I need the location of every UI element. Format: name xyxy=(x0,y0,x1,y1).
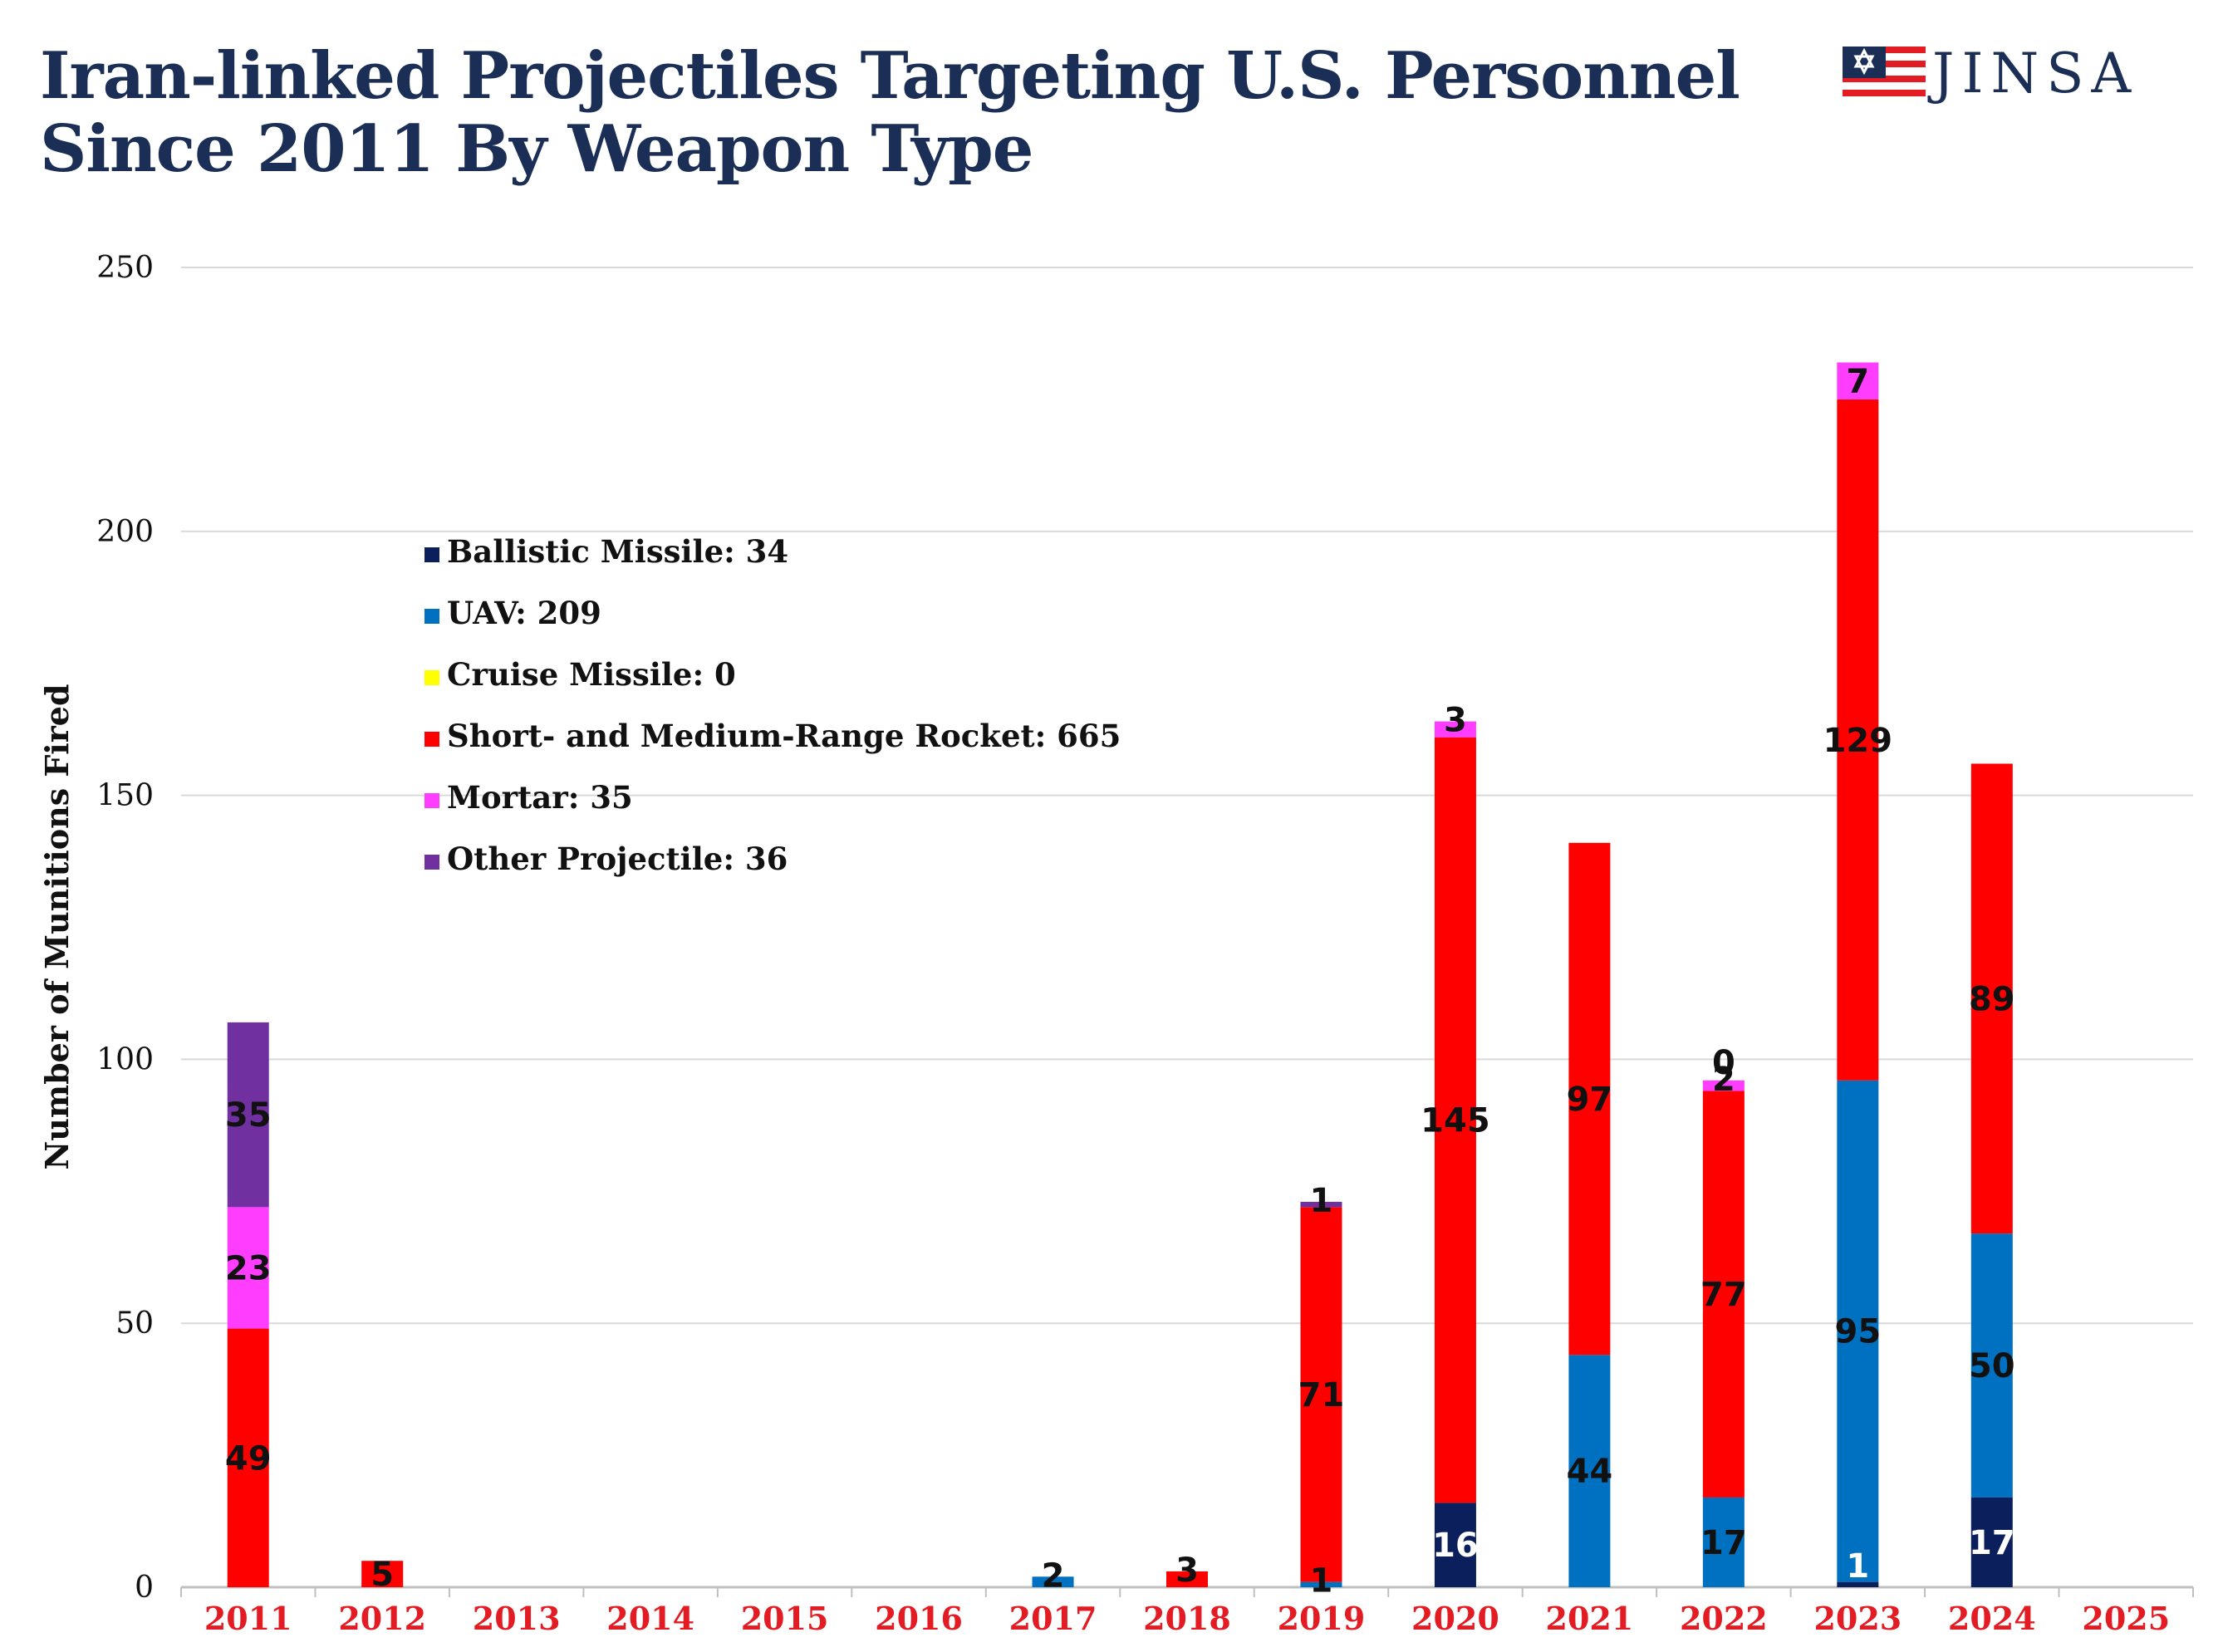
bar-2012-short-and-medium-range-rocket xyxy=(361,1561,404,1587)
data-label-2023-short-and-medium-range-rocket: 129 xyxy=(1823,722,1893,760)
x-tick-label-2018: 2018 xyxy=(1143,1600,1231,1637)
y-axis-title: Number of Munitions Fired xyxy=(38,684,76,1169)
data-label-2020-ballistic-missile: 16 xyxy=(1432,1527,1479,1565)
bar-2017-uav xyxy=(1032,1576,1074,1587)
x-tick-label-2022: 2022 xyxy=(1680,1600,1768,1637)
x-axis-ticks: 2011 2012 2013 2014 2015 2016 2017 2018 2019 2020… xyxy=(180,1587,2194,1637)
legend-swatch-short-and-medium-range-rocket xyxy=(424,732,439,747)
data-label-2022-uav: 17 xyxy=(1700,1524,1747,1562)
bar-2018-short-and-medium-range-rocket xyxy=(1166,1571,1208,1587)
bar-2011-short-and-medium-range-rocket xyxy=(227,1328,269,1587)
data-label-2024-short-and-medium-range-rocket: 89 xyxy=(1969,980,2015,1018)
chart-title: Iran-linked Projectiles Targeting U.S. P… xyxy=(40,40,1784,186)
data-label-2012-short-and-medium-range-rocket: 5 xyxy=(370,1556,394,1594)
data-label-2017-uav: 2 xyxy=(1042,1556,1065,1595)
data-label-2018-short-and-medium-range-rocket: 3 xyxy=(1175,1552,1199,1590)
y-tick-label-150: 150 xyxy=(96,779,154,813)
x-tick-label-2011: 2011 xyxy=(204,1600,292,1637)
data-label-2019-short-and-medium-range-rocket: 71 xyxy=(1298,1376,1345,1414)
data-label-2023-special: 1 xyxy=(1846,1547,1869,1586)
data-label-2020-mortar: 3 xyxy=(1444,702,1467,740)
bar-2011-other-projectile xyxy=(227,1022,269,1208)
bar-2023-ballistic-missile xyxy=(1837,1581,1879,1587)
bar-2020-ballistic-missile xyxy=(1434,1502,1476,1587)
data-label-2022-mortar: 2 xyxy=(1712,1061,1735,1099)
data-label-2021-short-and-medium-range-rocket: 97 xyxy=(1567,1081,1613,1119)
data-label-2011-other-projectile: 35 xyxy=(225,1096,272,1135)
y-tick-label-50: 50 xyxy=(115,1306,154,1341)
x-tick-label-2013: 2013 xyxy=(473,1600,561,1637)
x-tick-label-2020: 2020 xyxy=(1411,1600,1499,1637)
y-axis-ticks: 0 50 100 150 200 250 xyxy=(96,251,154,1605)
legend-label-short-and-medium-range-rocket: Short- and Medium-Range Rocket: 665 xyxy=(447,718,1121,754)
bar-2021-uav xyxy=(1568,1355,1611,1587)
data-label-2023-mortar: 7 xyxy=(1846,363,1869,401)
data-label-2022-other-projectile: 0 xyxy=(1712,1044,1735,1082)
legend-swatch-ballistic-missile xyxy=(424,547,439,562)
data-label-2021-uav: 44 xyxy=(1567,1453,1613,1491)
data-label-2023-uav: 95 xyxy=(1834,1313,1881,1351)
bar-2024-uav xyxy=(1970,1233,2013,1498)
legend-label-uav: UAV: 209 xyxy=(447,595,601,631)
bar-2024-ballistic-missile xyxy=(1970,1497,2013,1587)
bar-2021-short-and-medium-range-rocket xyxy=(1568,842,1611,1355)
x-tick-label-2019: 2019 xyxy=(1278,1600,1366,1637)
data-label-2024-ballistic-missile: 17 xyxy=(1969,1524,2015,1562)
data-label-2020-short-and-medium-range-rocket: 145 xyxy=(1421,1101,1490,1140)
x-tick-label-2024: 2024 xyxy=(1948,1600,2036,1637)
legend-label-mortar: Mortar: 35 xyxy=(447,779,633,816)
data-label-2019-other-projectile: 1 xyxy=(1310,1182,1333,1220)
legend-label-other-projectile: Other Projectile: 36 xyxy=(447,841,788,877)
bar-2024-short-and-medium-range-rocket xyxy=(1970,763,2013,1234)
bar-2019-short-and-medium-range-rocket xyxy=(1300,1207,1342,1582)
bar-2022-short-and-medium-range-rocket xyxy=(1702,1091,1745,1498)
y-tick-label-0: 0 xyxy=(135,1571,154,1605)
bar-2022-uav xyxy=(1702,1497,1745,1587)
x-tick-label-2021: 2021 xyxy=(1546,1600,1634,1637)
x-tick-label-2015: 2015 xyxy=(741,1600,829,1637)
bar-2011-mortar xyxy=(227,1207,269,1329)
bar-2020-mortar xyxy=(1434,721,1476,738)
legend: Ballistic Missile: 34 UAV: 209 Cruise Miss… xyxy=(424,533,1121,877)
data-label-2019-uav: 1 xyxy=(1310,1562,1333,1601)
legend-swatch-other-projectile xyxy=(424,855,439,870)
data-label-2022-short-and-medium-range-rocket: 77 xyxy=(1700,1276,1747,1314)
logo-wordmark: JINSA xyxy=(1932,42,2139,105)
jinsa-logo: JINSA xyxy=(1843,40,2175,106)
bar-2023-uav xyxy=(1837,1080,1879,1582)
data-label-2011-short-and-medium-range-rocket: 49 xyxy=(225,1439,272,1478)
data-label-2024-uav: 50 xyxy=(1969,1347,2015,1385)
bar-2019-other-projectile xyxy=(1300,1202,1342,1208)
bar-2019-uav xyxy=(1300,1581,1342,1587)
legend-swatch-uav xyxy=(424,609,439,624)
x-tick-label-2012: 2012 xyxy=(338,1600,426,1637)
flag-star-icon xyxy=(1843,47,1926,96)
chart-title-line-1: Iran-linked Projectiles Targeting U.S. P… xyxy=(40,38,1740,114)
bar-2023-short-and-medium-range-rocket xyxy=(1837,399,1879,1081)
x-tick-label-2023: 2023 xyxy=(1813,1600,1902,1637)
data-label-2011-mortar: 23 xyxy=(225,1249,272,1287)
legend-swatch-mortar xyxy=(424,793,439,808)
legend-swatch-cruise-missile xyxy=(424,670,439,685)
legend-label-ballistic-missile: Ballistic Missile: 34 xyxy=(447,533,788,570)
x-tick-label-2016: 2016 xyxy=(875,1600,963,1637)
y-tick-label-200: 200 xyxy=(96,515,154,549)
x-tick-label-2014: 2014 xyxy=(606,1600,694,1637)
bar-2020-short-and-medium-range-rocket xyxy=(1434,737,1476,1503)
chart-title-line-2: Since 2011 By Weapon Type xyxy=(40,111,1033,187)
y-tick-label-250: 250 xyxy=(96,251,154,285)
bar-2023-mortar xyxy=(1837,362,1879,400)
y-tick-label-100: 100 xyxy=(96,1042,154,1076)
bars xyxy=(227,362,2013,1587)
x-tick-label-2025: 2025 xyxy=(2082,1600,2170,1637)
bar-2022-mortar xyxy=(1702,1080,1745,1091)
legend-label-cruise-missile: Cruise Missile: 0 xyxy=(447,656,736,693)
x-tick-label-2017: 2017 xyxy=(1009,1600,1097,1637)
